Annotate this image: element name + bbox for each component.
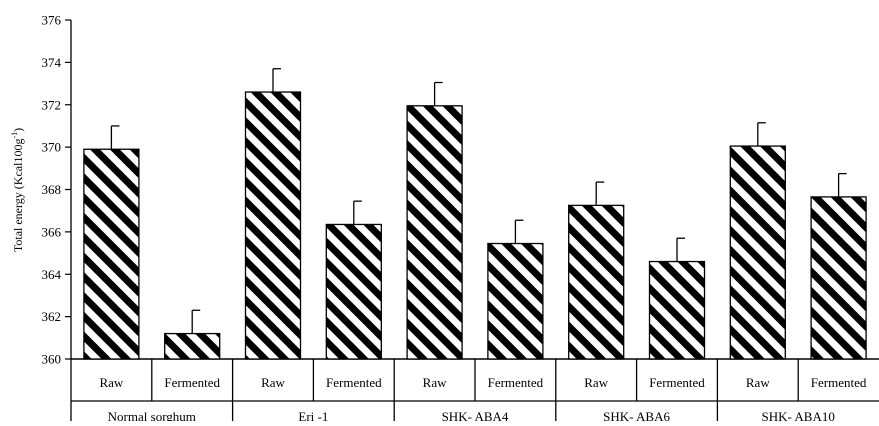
y-axis-title-superscript: -1 [10,132,19,139]
category-label: Raw [584,375,608,390]
category-label: Fermented [326,375,382,390]
y-axis-title-main: Total energy (Kcal100g [11,139,25,253]
category-label: Fermented [488,375,544,390]
y-tick-label: 370 [42,140,62,155]
bar [406,105,463,360]
bar [810,196,867,360]
bar [487,242,544,360]
category-label: Raw [746,375,770,390]
category-label: Raw [261,375,285,390]
y-axis-title: Total energy (Kcal100g-1) [10,128,25,252]
group-label: SHK- ABA10 [762,409,835,421]
category-label: Fermented [649,375,705,390]
y-axis-title-suffix: ) [11,128,25,132]
bar [325,223,382,360]
y-tick-label: 364 [42,267,62,282]
bar [568,204,625,360]
y-tick-label: 372 [42,97,62,112]
bar [83,148,140,360]
y-tick-label: 376 [42,13,62,28]
group-label: SHK- ABA6 [603,409,670,421]
group-label: Normal sorghum [108,409,196,421]
category-label: Raw [423,375,447,390]
category-label: Raw [99,375,123,390]
bar [164,332,221,360]
group-label: SHK- ABA4 [442,409,509,421]
category-label: Fermented [164,375,220,390]
y-tick-label: 366 [42,224,62,239]
y-tick-label: 374 [42,55,62,70]
bar [648,260,706,360]
bar [729,145,786,360]
y-tick-label: 368 [42,182,62,197]
y-tick-label: 360 [42,352,62,367]
category-label: Fermented [811,375,867,390]
bar [244,91,302,360]
group-label: Eri -1 [298,409,328,421]
y-tick-label: 362 [42,309,62,324]
